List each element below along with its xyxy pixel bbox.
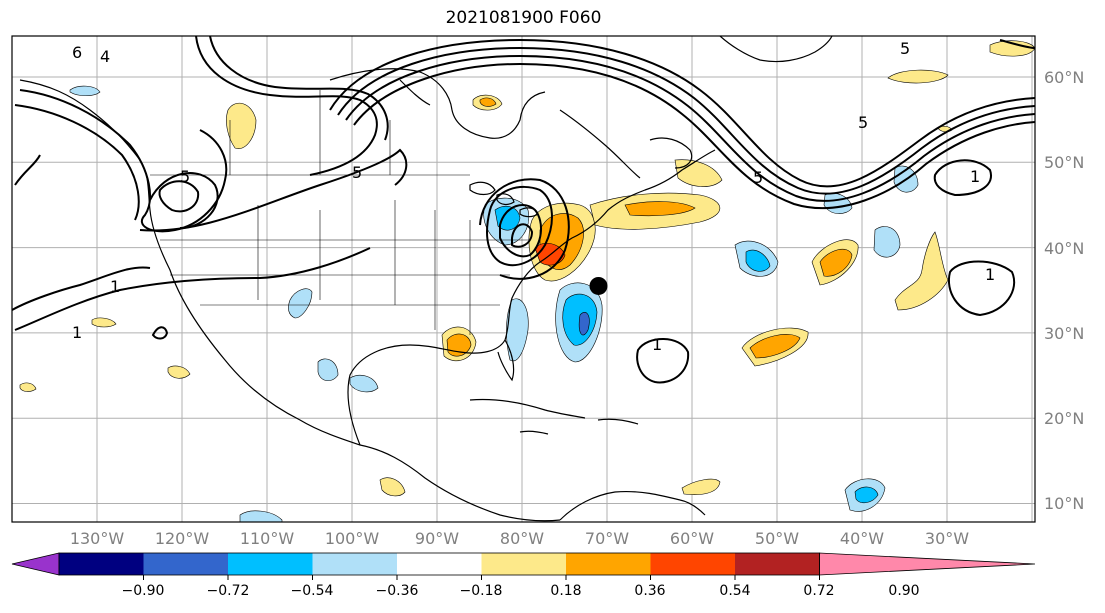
warm-anomaly-patch bbox=[167, 365, 191, 379]
longitude-label: 110°W bbox=[239, 529, 295, 548]
latitude-label: 60°N bbox=[1044, 68, 1085, 87]
longitude-label: 70°W bbox=[584, 529, 630, 548]
contour-labels: 6 4 5 5 5 5 5 1 1 1 1 1 bbox=[72, 39, 995, 354]
cold-anomaly-patch bbox=[506, 298, 529, 362]
storm-position-marker bbox=[589, 276, 608, 295]
height-contours bbox=[12, 36, 1035, 384]
cold-anomaly-patch bbox=[317, 358, 339, 381]
warm-anomaly-patch bbox=[91, 317, 117, 328]
cold-anomaly-patch bbox=[578, 311, 590, 336]
contour-label: 4 bbox=[100, 47, 110, 66]
warm-anomaly-patch bbox=[819, 248, 853, 277]
longitude-label: 60°W bbox=[669, 529, 715, 548]
map-frame bbox=[11, 35, 1036, 523]
contour-label: 1 bbox=[72, 323, 82, 342]
longitude-label: 100°W bbox=[324, 529, 380, 548]
contour-label: 1 bbox=[110, 277, 120, 296]
colorbar-segment bbox=[228, 553, 313, 575]
colorbar-tick-label: 0.90 bbox=[888, 583, 920, 599]
warm-anomaly-patch bbox=[681, 478, 721, 495]
colorbar-tick-label: −0.18 bbox=[459, 583, 503, 599]
warm-anomaly-patch bbox=[479, 97, 497, 107]
longitude-label: 80°W bbox=[499, 529, 545, 548]
colorbar-segment bbox=[481, 553, 567, 575]
cold-anomaly-patch bbox=[745, 249, 771, 272]
shaded-anomalies bbox=[19, 40, 1035, 522]
colorbar-tick-label: −0.72 bbox=[206, 583, 250, 599]
cold-anomaly-patch bbox=[873, 226, 901, 258]
colorbar-tick-label: −0.90 bbox=[121, 583, 165, 599]
longitude-label: 30°W bbox=[924, 529, 970, 548]
contour-label: 1 bbox=[652, 335, 662, 354]
cold-anomaly-patch bbox=[854, 486, 879, 504]
longitude-label: 90°W bbox=[414, 529, 460, 548]
colorbar-tick-label: 0.54 bbox=[719, 583, 751, 599]
cold-anomaly-patch bbox=[69, 85, 101, 97]
warm-anomaly-patch bbox=[379, 477, 406, 497]
warm-anomaly-patch bbox=[226, 102, 257, 149]
latitude-label: 10°N bbox=[1044, 494, 1085, 513]
colorbar-extend-left bbox=[11, 552, 60, 576]
warm-anomaly-patch bbox=[894, 231, 949, 311]
colorbar-tick-label: 0.18 bbox=[550, 583, 582, 599]
colorbar-segment bbox=[650, 553, 736, 575]
colorbar-frame bbox=[58, 552, 820, 576]
longitude-label: 120°W bbox=[154, 529, 210, 548]
longitude-label: 50°W bbox=[754, 529, 800, 548]
warm-anomaly-patch bbox=[19, 382, 37, 392]
contour-label: 5 bbox=[180, 167, 190, 186]
longitude-label: 40°W bbox=[839, 529, 885, 548]
colorbar-tick-label: 0.36 bbox=[634, 583, 666, 599]
colorbar-tick-label: −0.54 bbox=[290, 583, 334, 599]
map-title: 2021081900 F060 bbox=[445, 8, 602, 28]
contour-label: 5 bbox=[900, 39, 910, 58]
colorbar bbox=[11, 552, 1036, 580]
colorbar-tick-label: 0.72 bbox=[803, 583, 835, 599]
contour-label: 5 bbox=[753, 168, 763, 187]
colorbar-segment bbox=[735, 553, 820, 575]
contour-label: 5 bbox=[352, 163, 362, 182]
latitude-label: 20°N bbox=[1044, 409, 1085, 428]
colorbar-segment bbox=[397, 553, 482, 575]
coastlines bbox=[19, 36, 833, 522]
warm-anomaly-patch bbox=[887, 69, 949, 84]
warm-anomaly-patch bbox=[624, 201, 696, 217]
latitude-label: 50°N bbox=[1044, 153, 1085, 172]
cold-anomaly-patch bbox=[349, 375, 379, 393]
contour-label: 5 bbox=[858, 113, 868, 132]
colorbar-segment bbox=[143, 553, 229, 575]
contour-label: 6 bbox=[72, 43, 82, 62]
longitude-label: 130°W bbox=[69, 529, 125, 548]
colorbar-tick-label: −0.36 bbox=[375, 583, 419, 599]
latitude-label: 40°N bbox=[1044, 239, 1085, 258]
cold-anomaly-patch bbox=[288, 288, 313, 319]
contour-label: 1 bbox=[985, 265, 995, 284]
latitude-label: 30°N bbox=[1044, 324, 1085, 343]
colorbar-segment bbox=[59, 553, 144, 575]
colorbar-segment bbox=[566, 553, 651, 575]
colorbar-segment bbox=[312, 553, 398, 575]
colorbar-extend-right bbox=[819, 552, 1036, 576]
contour-label: 1 bbox=[970, 167, 980, 186]
warm-anomaly-patch bbox=[749, 334, 801, 359]
